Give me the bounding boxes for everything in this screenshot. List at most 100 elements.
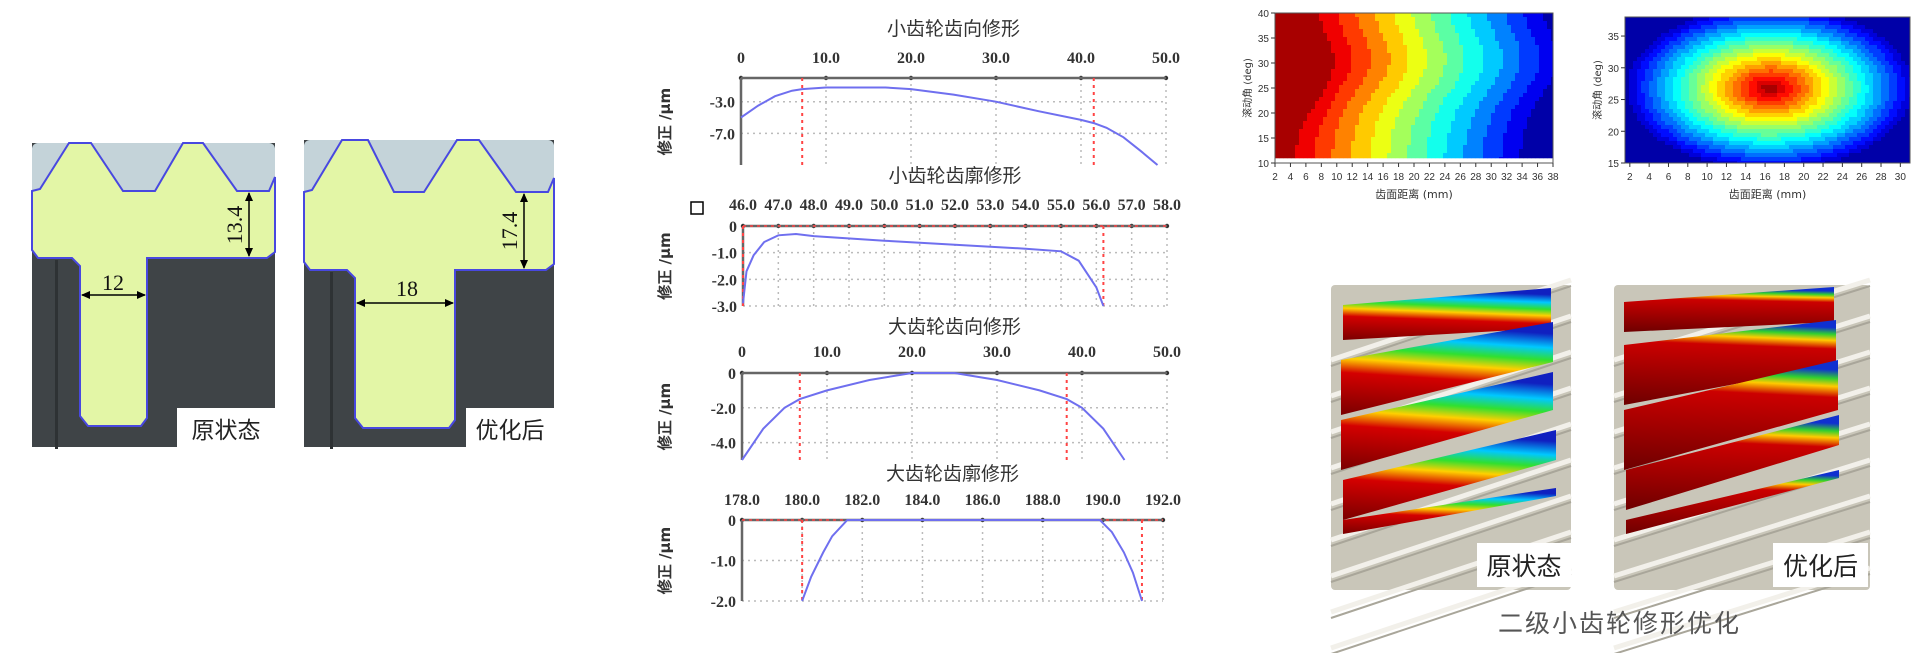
- heatmap-cell: [1535, 117, 1540, 122]
- heatmap-cell: [1725, 105, 1730, 110]
- heatmap-cell: [1793, 81, 1798, 86]
- heatmap-cell: [1669, 137, 1674, 142]
- heatmap-cell: [1439, 61, 1444, 66]
- heatmap-cell: [1499, 153, 1504, 158]
- heatmap-cell: [1399, 133, 1404, 138]
- heatmap-cell: [1833, 49, 1838, 54]
- heatmap-cell: [1331, 109, 1336, 114]
- heatmap-cell: [1507, 65, 1512, 70]
- heatmap-cell: [1849, 45, 1854, 50]
- heatmap-cell: [1693, 97, 1698, 102]
- heatmap-cell: [1291, 25, 1296, 30]
- heatmap-cell: [1661, 41, 1666, 46]
- heatmap-cell: [1761, 113, 1766, 118]
- heatmap-cell: [1789, 17, 1794, 22]
- heatmap-cell: [1757, 21, 1762, 26]
- heatmap-cell: [1841, 113, 1846, 118]
- heatmap-cell: [1837, 57, 1842, 62]
- heatmap-cell: [1645, 97, 1650, 102]
- heatmap-cell: [1729, 37, 1734, 42]
- heatmap-cell: [1829, 61, 1834, 66]
- heatmap-cell: [1319, 49, 1324, 54]
- heatmap-cell: [1633, 21, 1638, 26]
- heatmap-cell: [1351, 29, 1356, 34]
- heatmap-cell: [1645, 65, 1650, 70]
- heatmap-cell: [1319, 89, 1324, 94]
- heatmap-cell: [1789, 33, 1794, 38]
- heatmap-cell: [1713, 105, 1718, 110]
- heatmap-cell: [1725, 69, 1730, 74]
- heatmap-cell: [1527, 137, 1532, 142]
- heatmap-cell: [1757, 113, 1762, 118]
- heatmap-cell: [1697, 129, 1702, 134]
- heatmap-cell: [1845, 57, 1850, 62]
- heatmap-cell: [1475, 37, 1480, 42]
- heatmap-cell: [1451, 21, 1456, 26]
- heatmap-cell: [1359, 149, 1364, 154]
- heatmap-cell: [1773, 117, 1778, 122]
- heatmap-cell: [1749, 53, 1754, 58]
- heatmap-cell: [1629, 41, 1634, 46]
- heatmap-cell: [1865, 65, 1870, 70]
- heatmap-cell: [1275, 109, 1280, 114]
- heatmap-cell: [1813, 97, 1818, 102]
- heatmap-cell: [1327, 145, 1332, 150]
- heatmap-cell: [1523, 97, 1528, 102]
- heatmap-cell: [1705, 49, 1710, 54]
- heatmap-cell: [1391, 81, 1396, 86]
- heatmap-cell: [1677, 125, 1682, 130]
- heatmap-cell: [1507, 97, 1512, 102]
- heatmap-cell: [1415, 105, 1420, 110]
- heatmap-cell: [1873, 21, 1878, 26]
- heatmap-cell: [1431, 37, 1436, 42]
- heatmap-cell: [1753, 133, 1758, 138]
- heatmap-cell: [1527, 65, 1532, 70]
- heatmap-cell: [1637, 41, 1642, 46]
- heatmap-cell: [1797, 129, 1802, 134]
- heatmap-cell: [1677, 65, 1682, 70]
- heatmap-cell: [1427, 125, 1432, 130]
- heatmap-cell: [1749, 89, 1754, 94]
- heatmap-cell: [1637, 61, 1642, 66]
- heatmap-cell: [1299, 97, 1304, 102]
- housing-edge: [55, 260, 58, 449]
- heatmap-cell: [1849, 29, 1854, 34]
- heatmap-cell: [1351, 25, 1356, 30]
- heatmap-cell: [1455, 13, 1460, 18]
- heatmap-cell: [1319, 149, 1324, 154]
- heatmap-cell: [1315, 101, 1320, 106]
- contour-plot: 2 4 6 8 10 12 14 16 18 20 22 24 26 28 301520253035齿面距离…: [1591, 16, 1911, 201]
- heatmap-cell: [1471, 21, 1476, 26]
- heatmap-cell: [1423, 21, 1428, 26]
- chart-title: 大齿轮齿向修形: [888, 316, 1021, 338]
- heatmap-cell: [1817, 49, 1822, 54]
- x-tick-label: 188.0: [1025, 492, 1061, 509]
- heatmap-cell: [1407, 77, 1412, 82]
- heatmap-cell: [1881, 105, 1886, 110]
- heatmap-cell: [1773, 29, 1778, 34]
- heatmap-cell: [1893, 41, 1898, 46]
- heatmap-cell: [1897, 53, 1902, 58]
- heatmap-cell: [1539, 37, 1544, 42]
- heatmap-cell: [1335, 149, 1340, 154]
- heatmap-cell: [1443, 13, 1448, 18]
- heatmap-cell: [1629, 73, 1634, 78]
- heatmap-cell: [1519, 113, 1524, 118]
- heatmap-cell: [1347, 73, 1352, 78]
- heatmap-cell: [1315, 17, 1320, 22]
- heatmap-cell: [1447, 33, 1452, 38]
- heatmap-cell: [1279, 65, 1284, 70]
- heatmap-cell: [1419, 109, 1424, 114]
- heatmap-cell: [1813, 117, 1818, 122]
- heatmap-cell: [1359, 121, 1364, 126]
- heatmap-cell: [1889, 29, 1894, 34]
- heatmap-cell: [1383, 65, 1388, 70]
- heatmap-cell: [1291, 29, 1296, 34]
- heatmap-cell: [1653, 85, 1658, 90]
- heatmap-cell: [1411, 133, 1416, 138]
- heatmap-cell: [1801, 85, 1806, 90]
- heatmap-cell: [1665, 113, 1670, 118]
- heatmap-cell: [1519, 53, 1524, 58]
- heatmap-cell: [1435, 137, 1440, 142]
- heatmap-cell: [1641, 89, 1646, 94]
